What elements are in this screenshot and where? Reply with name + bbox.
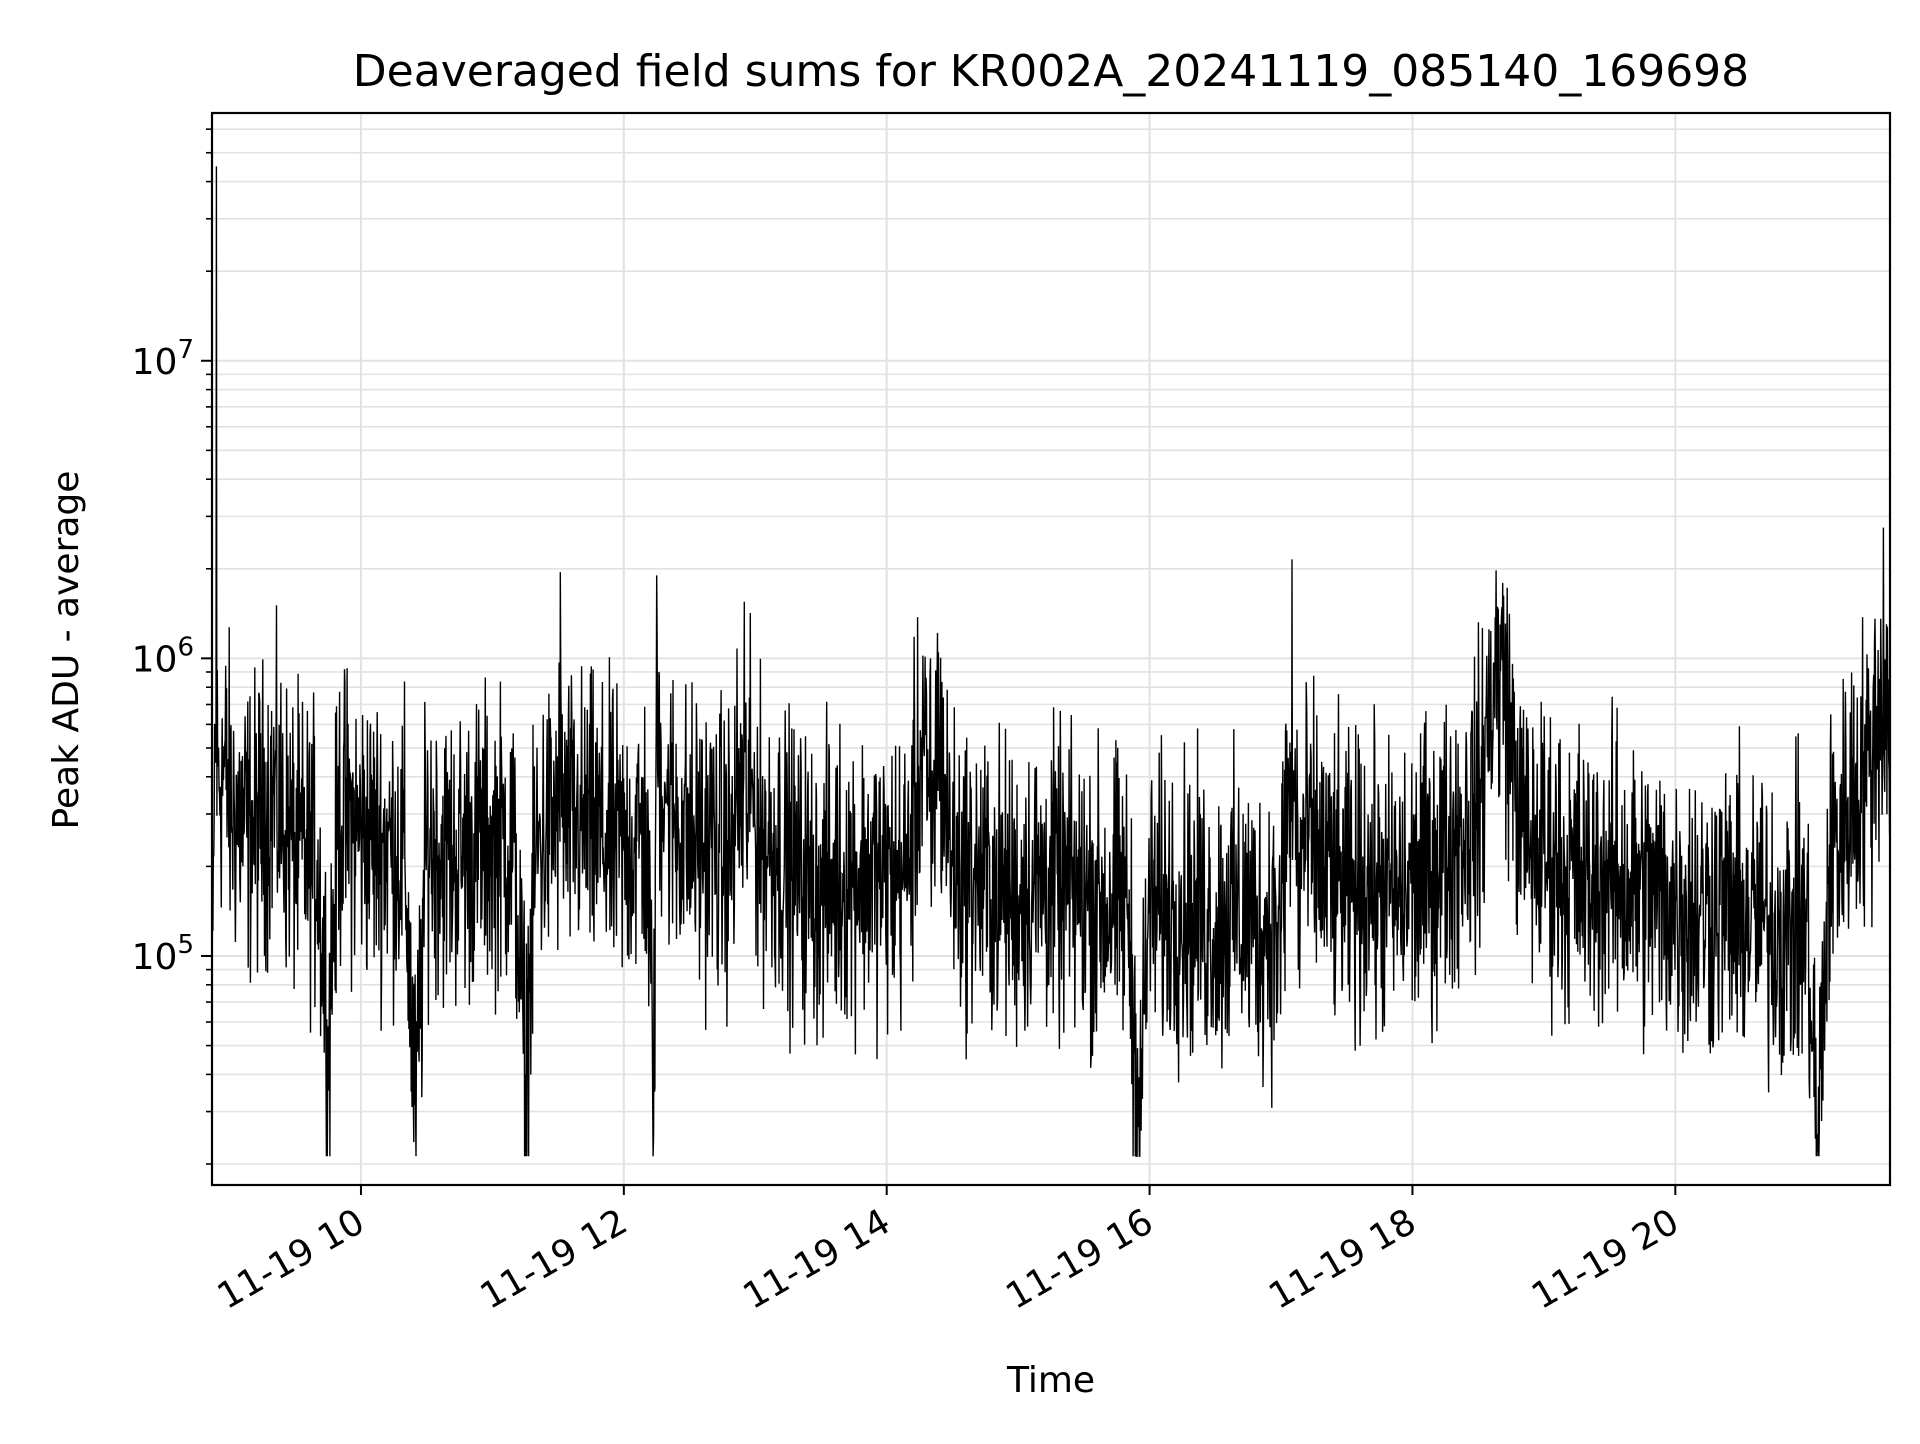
axes-frame — [210, 111, 1892, 1187]
y-tick-label-exponent: 5 — [177, 930, 194, 960]
series-layer — [211, 166, 1891, 1157]
x-axis-label: Time — [1006, 1360, 1095, 1401]
y-tick-label-base: 10 — [132, 639, 178, 680]
y-tick-label-base: 10 — [132, 342, 178, 383]
y-tick-label: 107 — [132, 335, 194, 383]
y-tick-label-exponent: 7 — [177, 335, 194, 365]
y-tick-label: 106 — [132, 632, 194, 680]
y-tick-label-base: 10 — [132, 937, 178, 978]
y-axis-label: Peak ADU - average — [46, 471, 87, 830]
chart-title: Deaveraged field sums for KR002A_2024111… — [353, 46, 1749, 97]
series-line — [211, 166, 1891, 1157]
y-tick-label: 105 — [132, 930, 194, 978]
y-tick-label-exponent: 6 — [177, 632, 194, 662]
